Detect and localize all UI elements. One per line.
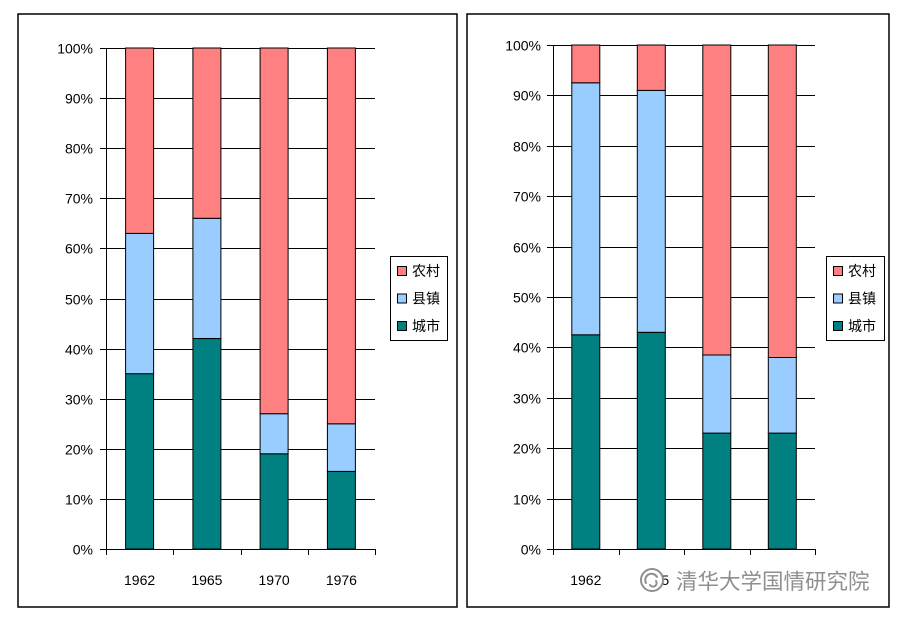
icon-ring (640, 568, 664, 592)
watermark-text: 清华大学国情研究院 (676, 570, 870, 595)
legend-label: 县镇 (412, 292, 440, 308)
y-tick-label: 20% (65, 442, 93, 458)
x-tick-label: 1965 (191, 572, 222, 588)
right-bar-1-city-segment (571, 334, 601, 550)
right-chart-frame (466, 13, 890, 608)
right-bar-1-rural-segment (571, 44, 601, 84)
legend-label: 农村 (412, 264, 440, 280)
y-tick-label: 80% (65, 141, 93, 157)
right-chart: 0% 10% 20% 30% 40% 50% 60% 70% 80% 90% 100% 1962 5 农村… (466, 13, 890, 608)
left-bar-3-rural-segment (259, 47, 289, 415)
x-tick-label: 5 (661, 572, 669, 588)
y-tick-label: 10% (513, 492, 541, 508)
x-tick-label: 1970 (259, 572, 290, 588)
y-tick-label: 70% (513, 189, 541, 205)
legend-swatch (833, 321, 843, 331)
legend-label: 城市 (848, 318, 876, 335)
right-bar-3-town-segment (702, 354, 732, 434)
y-tick-label: 80% (513, 139, 541, 155)
y-tick-label: 0% (521, 542, 541, 558)
right-bar-2-rural-segment (636, 44, 666, 91)
y-tick-label: 60% (513, 240, 541, 256)
right-bar-4-rural-segment (767, 44, 797, 358)
left-bar-1-town-segment (125, 232, 155, 375)
left-bar-4-town-segment (326, 423, 356, 472)
right-bar-2-town-segment (636, 89, 666, 333)
left-bar-1-rural-segment (125, 47, 155, 234)
right-bar-3-rural-segment (702, 44, 732, 356)
left-bar-3-town-segment (259, 413, 289, 455)
legend-label: 县镇 (848, 292, 876, 308)
x-tick-label: 1962 (570, 572, 601, 588)
left-bar-2-town-segment (192, 217, 222, 339)
y-tick-label: 10% (65, 492, 93, 508)
y-tick-label: 0% (73, 542, 93, 558)
icon-stroke (649, 580, 658, 588)
right-bar-4-town-segment (767, 357, 797, 434)
legend-swatch (833, 293, 843, 304)
legend-swatch (397, 293, 407, 304)
y-tick-label: 90% (65, 91, 93, 107)
x-tick-label: 1976 (326, 572, 357, 588)
x-tick-label: 1962 (124, 572, 155, 588)
left-bar-2-city-segment (192, 338, 222, 550)
left-chart-frame (17, 13, 458, 608)
y-tick-label: 100% (505, 38, 541, 54)
right-bar-1-town-segment (571, 82, 601, 336)
y-tick-label: 50% (513, 290, 541, 306)
legend-swatch (833, 266, 843, 276)
y-tick-label: 70% (65, 191, 93, 207)
watermark: 清华大学国情研究院 (640, 568, 871, 597)
left-chart: 0% 10% 20% 30% 40% 50% 60% 70% 80% 90% 100% 1962 196… (17, 13, 458, 608)
right-bar-3-city-segment (702, 432, 732, 550)
legend-swatch (397, 266, 407, 276)
right-bar-4-city-segment (767, 432, 797, 550)
left-bar-3-city-segment (259, 453, 289, 550)
y-tick-label: 40% (513, 340, 541, 356)
left-bar-2-rural-segment (192, 47, 222, 219)
y-tick-label: 60% (65, 241, 93, 257)
y-tick-label: 90% (513, 88, 541, 104)
legend-label: 城市 (412, 318, 440, 335)
y-tick-label: 30% (65, 392, 93, 408)
y-tick-label: 100% (57, 41, 93, 57)
y-tick-label: 20% (513, 441, 541, 457)
y-tick-label: 30% (513, 391, 541, 407)
left-bar-1-city-segment (125, 373, 155, 550)
legend-label: 农村 (848, 264, 876, 280)
right-bar-2-city-segment (636, 331, 666, 550)
wechat-icon (640, 568, 664, 592)
left-bar-4-rural-segment (326, 47, 356, 425)
y-tick-label: 50% (65, 292, 93, 308)
y-tick-label: 40% (65, 342, 93, 358)
left-bar-4-city-segment (326, 470, 356, 550)
legend-swatch (397, 321, 407, 331)
icon-stroke (644, 572, 658, 584)
